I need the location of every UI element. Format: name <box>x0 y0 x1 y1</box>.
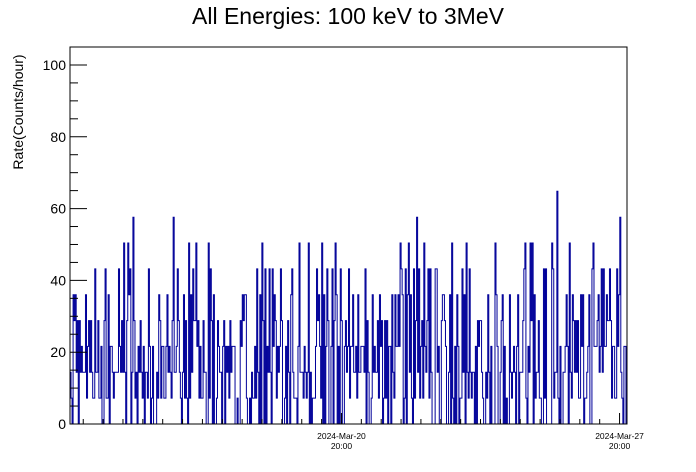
y-axis: 0 20 40 60 80 100 <box>43 46 87 432</box>
y-tick-label: 60 <box>50 201 66 217</box>
y-tick-label: 80 <box>50 129 66 145</box>
y-axis-label: Rate(Counts/hour) <box>10 54 26 169</box>
x-tick-label-date: 2024-Mar-27 <box>595 431 644 441</box>
x-tick-label-time: 20:00 <box>609 441 631 451</box>
y-tick-label: 100 <box>43 57 67 73</box>
x-tick-label-date: 2024-Mar-20 <box>317 431 366 441</box>
plot-frame <box>69 46 628 425</box>
y-tick-label: 0 <box>58 416 66 432</box>
data-series-line <box>69 190 627 425</box>
chart-title: All Energies: 100 keV to 3MeV <box>192 3 505 29</box>
x-tick-label-time: 20:00 <box>331 441 353 451</box>
y-tick-label: 20 <box>50 344 66 360</box>
y-tick-label: 40 <box>50 272 66 288</box>
plot-area <box>69 190 627 425</box>
